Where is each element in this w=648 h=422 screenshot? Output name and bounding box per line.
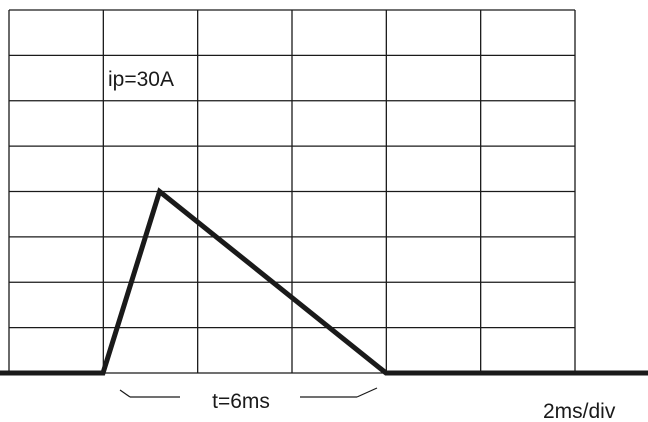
current-pulse-line bbox=[0, 187, 648, 376]
duration-bracket-segment bbox=[119, 389, 131, 398]
duration-bracket-segment bbox=[356, 387, 378, 398]
scale-label: 2ms/div bbox=[543, 400, 616, 422]
grid bbox=[8, 9, 576, 374]
duration-label: t=6ms bbox=[212, 390, 270, 413]
peak-label: ip=30A bbox=[108, 68, 174, 91]
duration-bracket bbox=[119, 387, 378, 398]
